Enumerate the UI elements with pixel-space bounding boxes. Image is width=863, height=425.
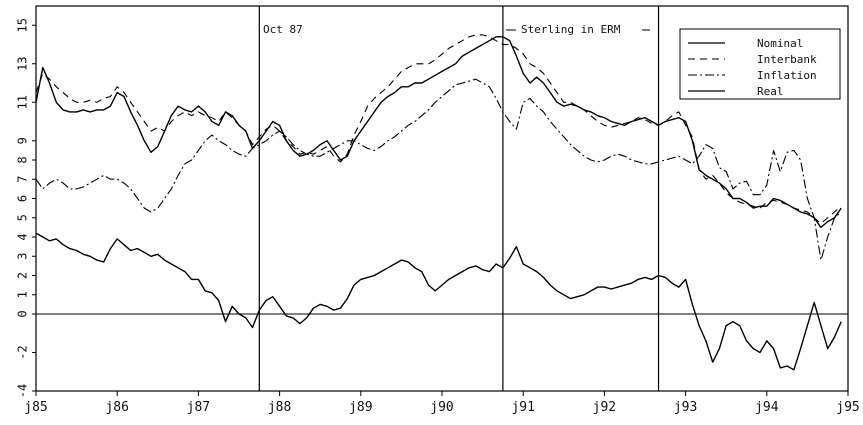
x-tick-label-j95: j95 [836, 400, 859, 415]
y-tick-label-11: 11 [16, 95, 30, 109]
annotations: Oct 87 Sterling in ERM [263, 23, 650, 36]
series-layer [35, 34, 842, 371]
y-tick-label-4: -4 [16, 384, 30, 398]
legend-label-nominal: Nominal [757, 37, 803, 50]
y-tick-label-4: 4 [16, 233, 30, 240]
x-tick-label-j89: j89 [349, 400, 372, 415]
y-tick-label-3: 3 [16, 253, 30, 260]
y-tick-label-1: 1 [16, 291, 30, 298]
y-tick-label-13: 13 [16, 57, 30, 71]
y-tick-label-9: 9 [16, 137, 30, 144]
x-tick-label-j90: j90 [430, 400, 453, 415]
reference-lines [36, 6, 848, 391]
series-line-real [35, 232, 842, 371]
x-tick-label-j85: j85 [24, 400, 47, 415]
y-tick-label-6: 6 [16, 195, 30, 202]
y-tick-label-0: 0 [16, 310, 30, 317]
y-tick-label-5: 5 [16, 214, 30, 221]
x-tick-label-j87: j87 [187, 400, 210, 415]
y-tick-label-2: 2 [16, 272, 30, 279]
x-tick-label-j94: j94 [755, 400, 779, 415]
y-tick-label-15: 15 [16, 18, 30, 32]
annotation-oct87: Oct 87 [263, 23, 303, 36]
legend: Nominal Interbank Inflation Real [679, 28, 841, 100]
x-tick-label-j86: j86 [105, 400, 128, 415]
axis-ticks: j85 j86 j87 j88 j89 j90 j91 j92 j93 j94 j95 -4 -2 0 1 2… [16, 18, 860, 415]
x-tick-label-j92: j92 [593, 400, 616, 415]
series-line-nominal [35, 36, 842, 229]
y-tick-label-2: -2 [16, 345, 30, 359]
legend-label-real: Real [757, 85, 784, 98]
legend-label-inflation: Inflation [757, 69, 817, 82]
legend-box [679, 28, 841, 100]
x-tick-label-j88: j88 [268, 400, 291, 415]
y-tick-label-7: 7 [16, 176, 30, 183]
series-line-interbank [35, 34, 842, 225]
legend-label-interbank: Interbank [757, 53, 817, 66]
series-line-inflation [35, 78, 842, 261]
annotation-sterling-in-erm: Sterling in ERM [521, 23, 621, 36]
x-tick-label-j91: j91 [511, 400, 534, 415]
x-tick-label-j93: j93 [674, 400, 697, 415]
y-tick-label-8: 8 [16, 156, 30, 163]
